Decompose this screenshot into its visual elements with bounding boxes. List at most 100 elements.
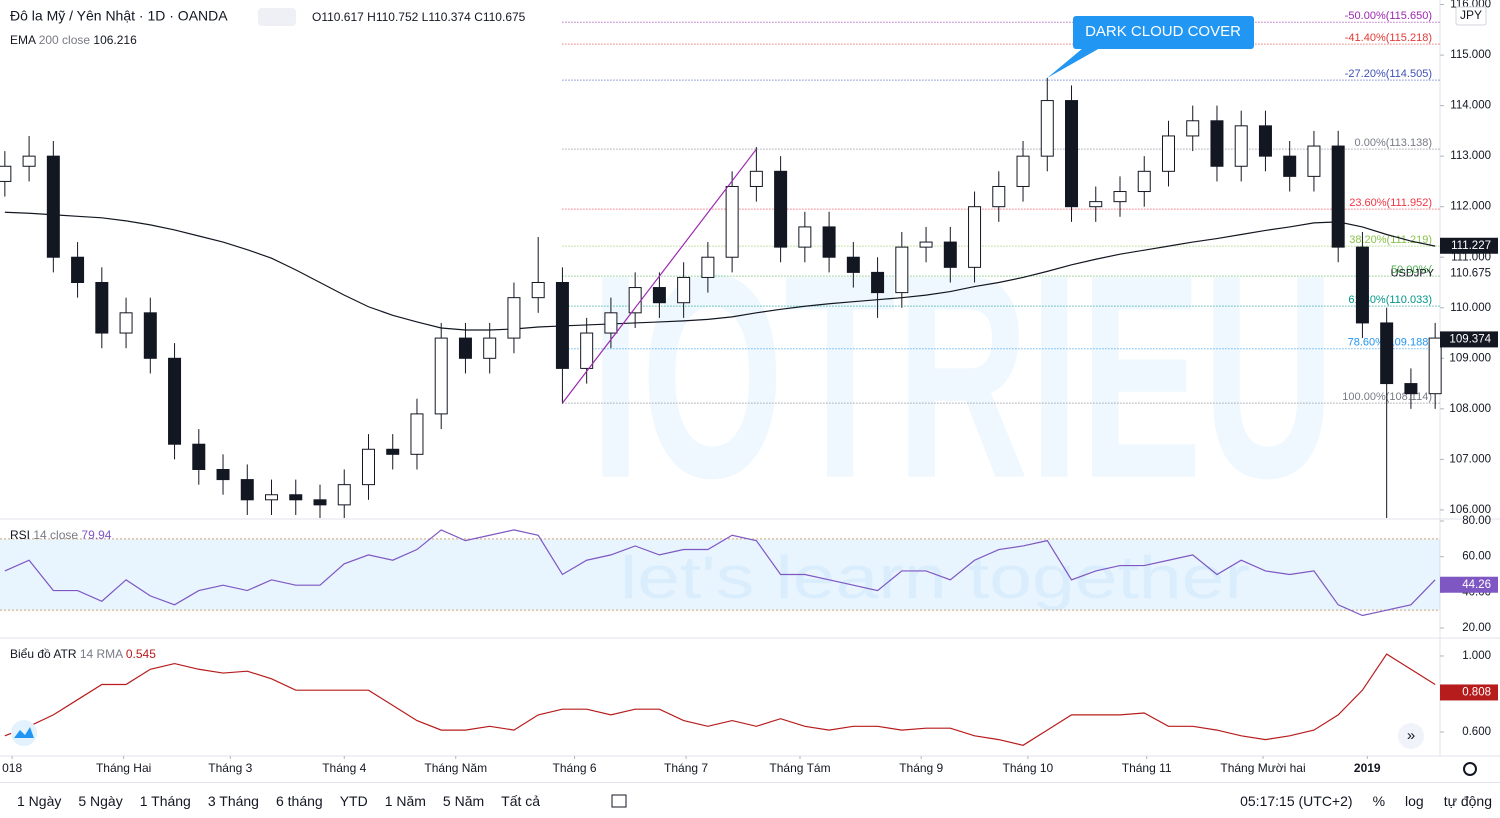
x-tick-label: 2019 [1354, 761, 1381, 775]
candle-body [1113, 191, 1127, 203]
fib-label: 50.00%( [1391, 264, 1432, 276]
currency-box [1455, 6, 1487, 26]
candle-body [240, 479, 254, 501]
atr-legend: Biểu đồ ATR 14 RMA 0.545 [10, 647, 156, 661]
candle-body [0, 165, 12, 182]
candle-body [1428, 337, 1442, 395]
range-button[interactable]: 5 Ngày [78, 792, 123, 809]
range-button[interactable]: 3 Tháng [207, 792, 259, 809]
range-button[interactable]: 1 Năm [384, 792, 426, 809]
candle-body [216, 468, 230, 481]
candle-body [628, 287, 642, 314]
indicator-value: 106.216 [93, 33, 137, 47]
candle-body [968, 206, 982, 268]
candle-body [774, 170, 788, 248]
annotation-text: DARK CLOUD COVER [1085, 23, 1241, 40]
ohlc-close: C110.675 [474, 10, 525, 24]
rsi-value: 79.94 [81, 528, 111, 542]
y-tick-label: 116.000 [1450, 0, 1491, 11]
candle-body [919, 241, 933, 248]
x-tick-label: Tháng 9 [899, 761, 943, 775]
percent-toggle[interactable]: % [1372, 792, 1386, 809]
ohlc: O110.617 H110.752 L110.374 C110.675 [312, 10, 526, 24]
fib-label: -41.40%(115.218) [1345, 32, 1432, 44]
logo[interactable] [11, 720, 37, 746]
indicator-line [4, 653, 1436, 746]
x-tick-label: Tháng Hai [96, 761, 151, 775]
fib-label: 38.20%(111.219) [1349, 234, 1432, 246]
range-button[interactable]: YTD [339, 792, 368, 809]
candle-body [604, 312, 618, 334]
candle-body [192, 443, 206, 470]
y-tick-label: 108.000 [1449, 403, 1491, 415]
candle-body [580, 332, 594, 369]
x-tick-label: Tháng 4 [322, 761, 366, 775]
candle-body [507, 297, 521, 339]
candle-body [555, 281, 569, 369]
candle-body [46, 155, 60, 258]
fib-label: 23.60%(111.952) [1349, 197, 1432, 209]
candle-body [1307, 145, 1321, 177]
candle-body [1210, 120, 1224, 167]
x-tick-label: Tháng Mười hai [1220, 761, 1305, 775]
range-button[interactable]: 1 Tháng [139, 792, 191, 809]
candle-body [1040, 100, 1054, 157]
candle-body [1404, 383, 1418, 395]
price-tag-name: USDJPY [1391, 268, 1435, 280]
y-tick-label: 112.000 [1450, 201, 1491, 213]
range-button[interactable]: 1 Ngày [17, 792, 62, 809]
log-toggle[interactable]: log [1405, 792, 1424, 809]
candle-body [143, 312, 157, 359]
candle-body [95, 281, 109, 334]
price-tag [1440, 684, 1498, 701]
range-button[interactable]: 5 Năm [442, 792, 485, 809]
x-tick-label: Tháng 10 [1003, 761, 1054, 775]
ohlc-low: L110.374 [422, 10, 471, 24]
candle-body [1137, 170, 1151, 193]
range-button[interactable]: Tất cả [501, 792, 541, 809]
rsi-title: RSI [10, 528, 30, 542]
clock: 05:17:15 (UTC+2) [1240, 792, 1353, 809]
candle-body [871, 271, 885, 294]
atr-value: 0.545 [126, 647, 156, 661]
icon [611, 794, 627, 807]
candle-body [1258, 125, 1272, 157]
candle-body [1016, 155, 1030, 187]
header-icons[interactable] [258, 8, 296, 26]
y-tick-label: 109.000 [1449, 352, 1491, 364]
settings[interactable] [1463, 762, 1477, 776]
watermark-slogan: let's learn together [620, 544, 1250, 611]
candle-body [265, 494, 279, 501]
candle-body [725, 185, 739, 258]
candle-body [1380, 322, 1394, 385]
indicator-title: EMA [10, 33, 36, 47]
x-tick-label: 018 [2, 761, 22, 775]
candle-body [1186, 120, 1200, 137]
scroll-button[interactable] [1398, 723, 1424, 749]
watermark: IOTRIEU let's learn together [590, 215, 1335, 611]
date-range-icon[interactable] [610, 793, 628, 809]
price-tag [1440, 576, 1498, 593]
x-tick-label: Tháng Tám [769, 761, 830, 775]
candle-body [313, 499, 327, 506]
price-tag-label: 44.26 [1462, 579, 1491, 591]
fib-label: 61.80%(110.033) [1348, 294, 1432, 306]
price-tag [1440, 331, 1498, 348]
candle-body [1355, 246, 1369, 324]
candle-body [1331, 145, 1345, 248]
candle-body [119, 312, 133, 334]
ema-line [4, 211, 1436, 331]
logo-icon [14, 727, 34, 738]
candle-body [71, 256, 85, 283]
x-tick-label: Tháng Năm [424, 761, 487, 775]
range-button[interactable]: 6 tháng [275, 792, 323, 809]
candle-body [822, 226, 836, 258]
auto-toggle[interactable]: tự động [1443, 792, 1492, 809]
candle-body [652, 287, 666, 304]
y-tick-label: 0.600 [1462, 726, 1491, 738]
x-tick-label: Tháng 3 [208, 761, 252, 775]
y-tick-label: 114.000 [1450, 100, 1491, 112]
candle-body [22, 155, 36, 167]
